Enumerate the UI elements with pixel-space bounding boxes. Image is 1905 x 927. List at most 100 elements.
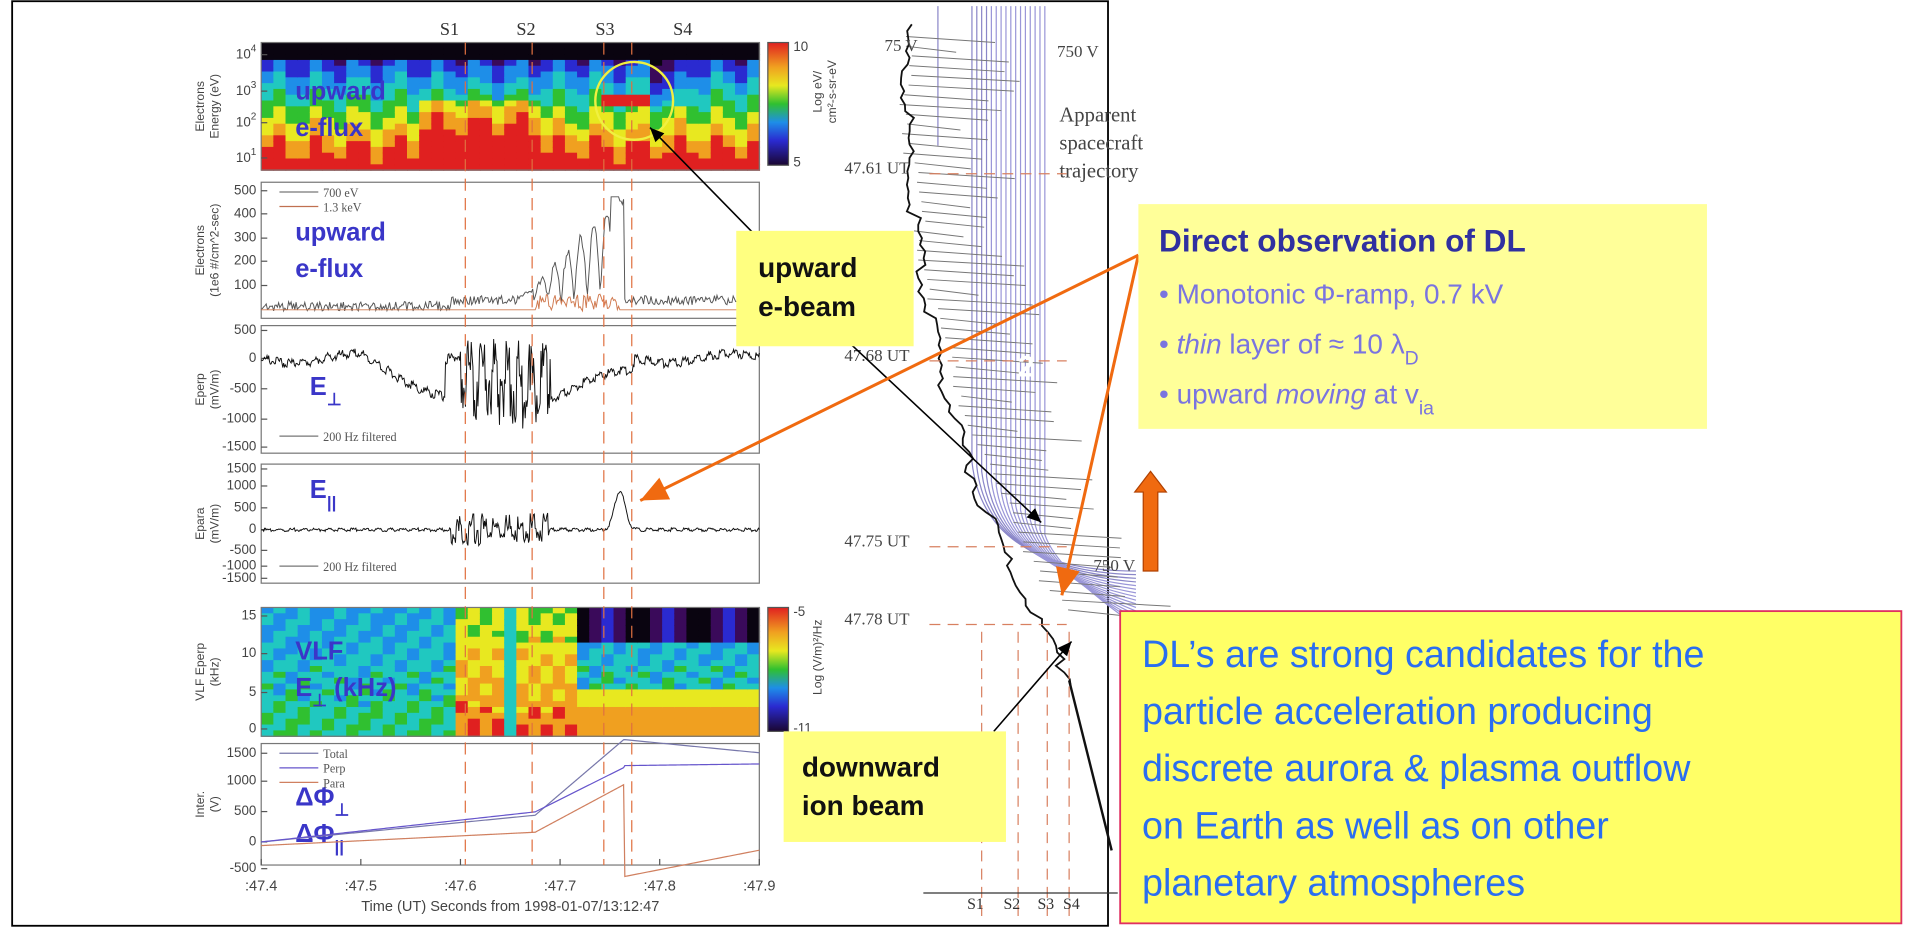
spectrogram-cell: [431, 95, 444, 102]
s-label: S1: [967, 896, 984, 913]
spectrogram-cell: [565, 713, 578, 720]
legend-label: 1.3 keV: [323, 200, 362, 214]
legend-label: 700 eV: [323, 186, 359, 200]
spectrogram-cell: [346, 43, 359, 50]
spectrogram-cell: [468, 77, 481, 84]
spectrogram-cell: [371, 106, 384, 113]
spectrogram-cell: [395, 619, 408, 626]
spectrogram-cell: [407, 672, 420, 679]
spectrogram-cell: [723, 130, 736, 137]
spectrogram-cell: [286, 43, 299, 50]
spectrogram-cell: [419, 654, 432, 661]
spectrogram-cell: [516, 60, 529, 67]
spectrogram-cell: [674, 707, 687, 714]
spectrogram-cell: [638, 607, 651, 614]
spectrogram-cell: [723, 619, 736, 626]
spectrogram-cell: [504, 106, 517, 113]
spectrogram-cell: [747, 112, 760, 119]
spectrogram-cell: [747, 678, 760, 685]
spectrogram-cell: [334, 625, 347, 632]
spectrogram-cell: [492, 631, 505, 638]
spectrogram-cell: [614, 83, 627, 90]
spectrogram-cell: [553, 43, 566, 50]
spectrogram-cell: [589, 719, 602, 726]
spectrogram-cell: [286, 713, 299, 720]
spectrogram-cell: [541, 95, 554, 102]
spectrogram-cell: [443, 648, 456, 655]
spectrogram-cell: [541, 130, 554, 137]
spectrogram-cell: [699, 719, 712, 726]
spectrogram-cell: [747, 141, 760, 148]
s-label: S3: [595, 19, 614, 39]
spectrogram-cell: [723, 106, 736, 113]
spectrogram-cell: [504, 135, 517, 142]
spectrogram-cell: [686, 112, 699, 119]
text-segment: D: [1405, 348, 1419, 370]
spectrogram-cell: [553, 660, 566, 667]
spectrogram-cell: [553, 672, 566, 679]
spectrogram-cell: [504, 695, 517, 702]
spectrogram-cell: [431, 72, 444, 79]
colorbar-title: cm²-s-sr-eV: [825, 59, 839, 123]
spectrogram-cell: [553, 77, 566, 84]
spectrogram-cell: [699, 66, 712, 73]
spectrogram-cell: [273, 660, 286, 667]
spectrogram-cell: [711, 695, 724, 702]
spectrogram-cell: [686, 725, 699, 732]
spectrogram-cell: [699, 654, 712, 661]
spectrogram-cell: [322, 625, 335, 632]
spectrogram-cell: [492, 147, 505, 154]
spectrogram-cell: [431, 124, 444, 131]
spectrogram-cell: [504, 689, 517, 696]
spectrogram-cell: [298, 666, 311, 673]
spectrogram-cell: [723, 613, 736, 620]
spectrogram-cell: [431, 625, 444, 632]
spectrogram-cell: [638, 89, 651, 96]
spectrogram-cell: [565, 130, 578, 137]
spectrogram-cell: [723, 672, 736, 679]
spectrogram-cell: [565, 654, 578, 661]
spectrogram-cell: [273, 701, 286, 708]
spectrogram-cell: [407, 701, 420, 708]
spectrogram-cell: [346, 158, 359, 165]
spectrogram-cell: [431, 631, 444, 638]
spectrogram-cell: [431, 153, 444, 160]
spectrogram-cell: [395, 124, 408, 131]
spectrogram-cell: [273, 689, 286, 696]
spectrogram-cell: [614, 106, 627, 113]
spectrogram-cell: [577, 619, 590, 626]
spectrogram-cell: [419, 130, 432, 137]
spectrogram-cell: [273, 672, 286, 679]
spectrogram-cell: [650, 54, 663, 61]
spectrogram-cell: [601, 112, 614, 119]
callout-box: [736, 231, 913, 346]
spectrogram-cell: [650, 619, 663, 626]
spectrogram-cell: [407, 72, 420, 79]
spectrogram-cell: [395, 613, 408, 620]
spectrogram-cell: [711, 106, 724, 113]
spectrogram-cell: [346, 66, 359, 73]
spectrogram-cell: [528, 607, 541, 614]
spectrogram-cell: [358, 666, 371, 673]
spectrogram-cell: [419, 153, 432, 160]
spectrogram-cell: [735, 54, 748, 61]
spectrogram-cell: [443, 689, 456, 696]
spectrogram-cell: [273, 101, 286, 108]
spectrogram-cell: [456, 130, 469, 137]
spectrogram-cell: [456, 660, 469, 667]
spectrogram-cell: [553, 725, 566, 732]
spectrogram-cell: [723, 678, 736, 685]
spectrogram-cell: [723, 695, 736, 702]
spectrogram-cell: [614, 672, 627, 679]
spectrogram-cell: [614, 147, 627, 154]
x-tick-label: :47.9: [743, 879, 775, 895]
x-tick-label: :47.6: [444, 879, 476, 895]
spectrogram-cell: [419, 607, 432, 614]
spectrogram-cell: [723, 631, 736, 638]
text-segment: at v: [1366, 378, 1419, 409]
spectrogram-cell: [747, 695, 760, 702]
spectrogram-cell: [358, 660, 371, 667]
spectrogram-cell: [431, 619, 444, 626]
spectrogram-cell: [686, 660, 699, 667]
spectrogram-cell: [261, 95, 274, 102]
